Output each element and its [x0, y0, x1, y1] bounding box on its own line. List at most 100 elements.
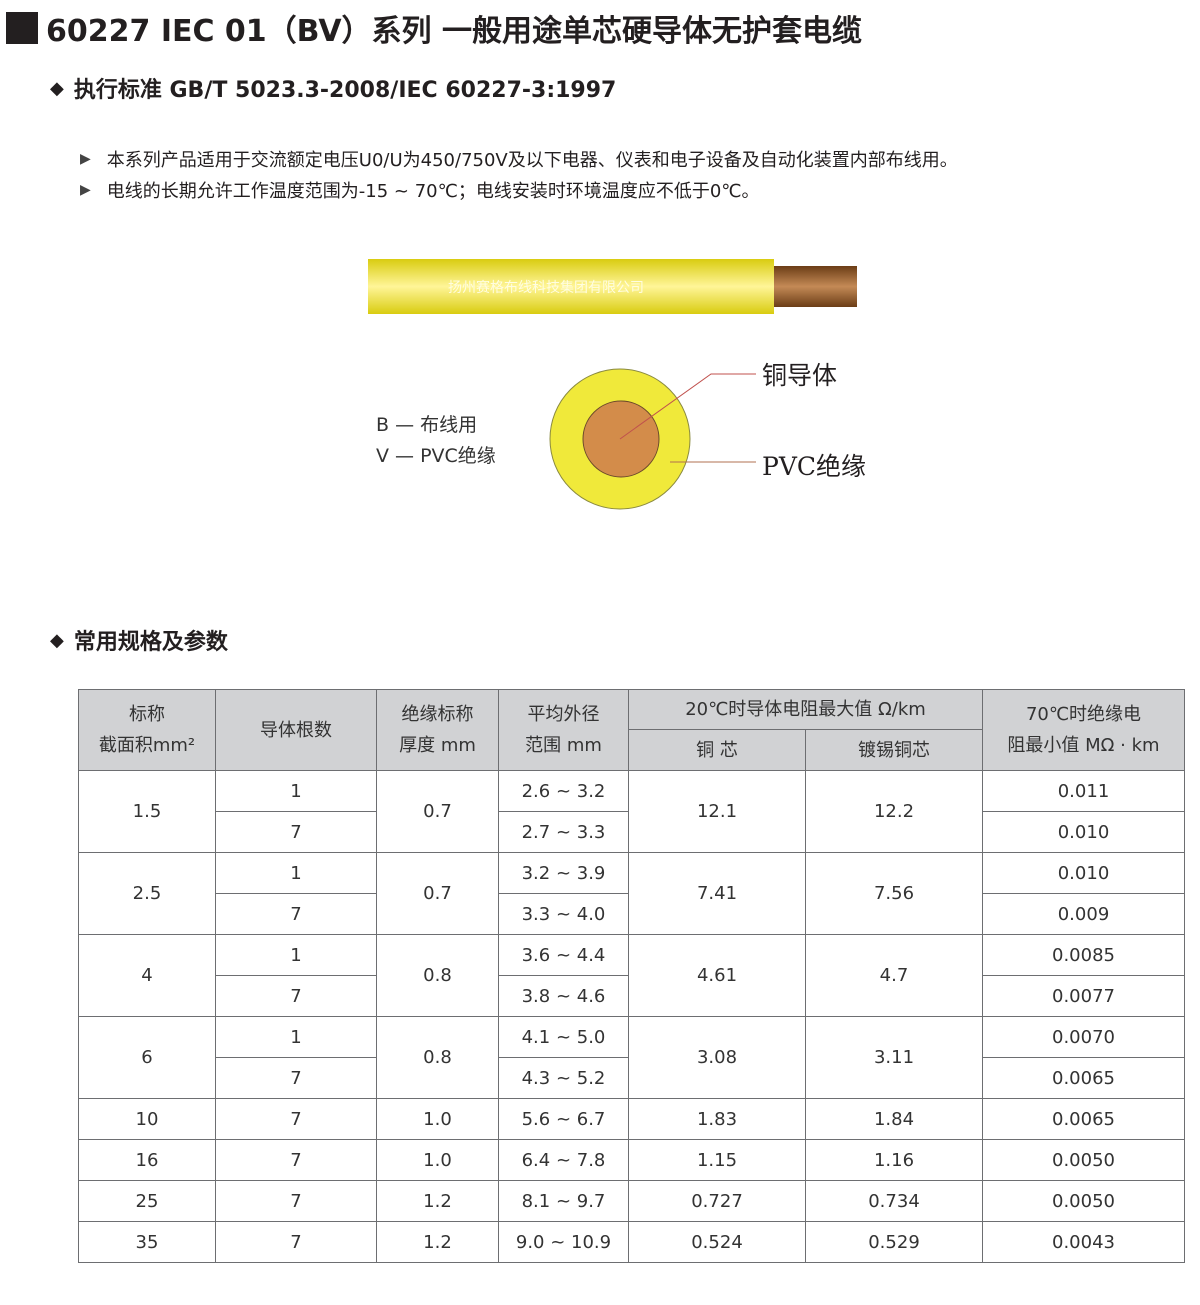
- cell-strands: 7: [215, 1180, 377, 1222]
- cell-strands: 7: [215, 893, 377, 935]
- header-text: 厚度 mm: [399, 735, 476, 756]
- cell-tinned-resistance: 3.11: [805, 1016, 983, 1099]
- spec-heading-text: 常用规格及参数: [73, 630, 228, 655]
- spec-heading: ◆ 常用规格及参数: [50, 624, 228, 656]
- cell-copper-resistance: 7.41: [628, 852, 806, 935]
- cell-strands: 7: [215, 975, 377, 1017]
- page-title: 60227 IEC 01（BV）系列 一般用途单芯硬导体无护套电缆: [6, 6, 862, 50]
- cell-insulation-resistance: 0.0050: [982, 1139, 1185, 1181]
- cell-copper-resistance: 1.83: [628, 1098, 806, 1140]
- header-text: 70℃时绝缘电: [1025, 704, 1142, 725]
- cell-strands: 1: [215, 1016, 377, 1058]
- cell-area: 25: [78, 1180, 216, 1222]
- cell-thickness: 1.2: [376, 1180, 499, 1222]
- spec-table: 标称截面积mm² 导体根数 绝缘标称厚度 mm 平均外径范围 mm 20℃时导体…: [78, 689, 1185, 1263]
- table-row: 25 7 1.2 8.1 ~ 9.7 0.727 0.734 0.0050: [78, 1180, 1185, 1222]
- conductor-circle: [582, 400, 660, 478]
- cell-strands: 7: [215, 1057, 377, 1099]
- cell-area: 4: [78, 934, 216, 1017]
- cell-insulation-resistance: 0.009: [982, 893, 1185, 935]
- cell-area: 16: [78, 1139, 216, 1181]
- table-row: 6 1 0.8 4.1 ~ 5.0 3.08 3.11 0.0070: [78, 1016, 1185, 1099]
- header-text: 绝缘标称: [401, 704, 474, 725]
- cell-strands: 1: [215, 770, 377, 812]
- cell-diameter: 3.2 ~ 3.9: [498, 852, 629, 894]
- header-tinned: 镀锡铜芯: [805, 729, 983, 771]
- cell-strands: 7: [215, 1139, 377, 1181]
- cell-tinned-resistance: 0.529: [805, 1221, 983, 1263]
- cell-diameter: 2.7 ~ 3.3: [498, 811, 629, 853]
- table-row: 7 3.8 ~ 4.6 0.0077: [79, 975, 1185, 1017]
- table-row: 2.5 1 0.7 3.2 ~ 3.9 7.41 7.56 0.010: [78, 852, 1185, 935]
- cell-thickness: 0.7: [376, 852, 499, 935]
- cable-side-view: 扬州赛格布线科技集团有限公司: [368, 259, 774, 314]
- bullet-item: ▶ 本系列产品适用于交流额定电压U0/U为450/750V及以下电器、仪表和电子…: [80, 146, 958, 172]
- cell-tinned-resistance: 12.2: [805, 770, 983, 853]
- header-copper: 铜 芯: [628, 729, 806, 771]
- table-row: 10 7 1.0 5.6 ~ 6.7 1.83 1.84 0.0065: [78, 1098, 1185, 1140]
- cell-insulation-resistance: 0.010: [982, 811, 1185, 853]
- conductor-leader-line: [619, 373, 756, 440]
- standard-text: 执行标准 GB/T 5023.3-2008/IEC 60227-3:1997: [73, 78, 617, 103]
- cell-diameter: 2.6 ~ 3.2: [498, 770, 629, 812]
- cell-diameter: 6.4 ~ 7.8: [498, 1139, 629, 1181]
- conductor-callout: 铜导体: [762, 361, 838, 390]
- table-row: 16 7 1.0 6.4 ~ 7.8 1.15 1.16 0.0050: [78, 1139, 1185, 1181]
- header-resistance: 20℃时导体电阻最大值 Ω/km: [628, 689, 983, 730]
- cell-copper-resistance: 0.524: [628, 1221, 806, 1263]
- cell-thickness: 0.7: [376, 770, 499, 853]
- cell-tinned-resistance: 4.7: [805, 934, 983, 1017]
- header-area: 标称截面积mm²: [78, 689, 216, 771]
- cell-diameter: 8.1 ~ 9.7: [498, 1180, 629, 1222]
- cell-area: 2.5: [78, 852, 216, 935]
- cell-copper-resistance: 4.61: [628, 934, 806, 1017]
- cross-section-diagram: [549, 368, 756, 510]
- triangle-bullet-icon: ▶: [80, 151, 91, 167]
- cell-copper-resistance: 0.727: [628, 1180, 806, 1222]
- bullet-text: 电线的长期允许工作温度范围为-15 ~ 70℃；电线安装时环境温度应不低于0℃。: [106, 181, 760, 202]
- header-text: 标称: [129, 704, 165, 725]
- diamond-icon: ◆: [50, 629, 64, 651]
- cable-print-text: 扬州赛格布线科技集团有限公司: [448, 280, 644, 296]
- cell-strands: 1: [215, 852, 377, 894]
- cell-thickness: 1.0: [376, 1139, 499, 1181]
- cell-tinned-resistance: 0.734: [805, 1180, 983, 1222]
- cell-diameter: 4.3 ~ 5.2: [498, 1057, 629, 1099]
- cell-strands: 1: [215, 934, 377, 976]
- cell-insulation-resistance: 0.0065: [982, 1098, 1185, 1140]
- cell-strands: 7: [215, 811, 377, 853]
- legend-v: V — PVC绝缘: [376, 445, 496, 467]
- header-text: 平均外径: [527, 704, 600, 725]
- table-row: 1.5 1 0.7 2.6 ~ 3.2 12.1 12.2 0.011: [78, 770, 1185, 853]
- table-row: 35 7 1.2 9.0 ~ 10.9 0.524 0.529 0.0043: [78, 1221, 1185, 1263]
- header-strands: 导体根数: [215, 689, 377, 771]
- header-insulation-resistance: 70℃时绝缘电 阻最小值 MΩ · km: [982, 689, 1185, 771]
- triangle-bullet-icon: ▶: [80, 182, 91, 198]
- header-thickness: 绝缘标称厚度 mm: [376, 689, 499, 771]
- cell-area: 35: [78, 1221, 216, 1263]
- table-body: 1.5 1 0.7 2.6 ~ 3.2 12.1 12.2 0.011 7 2.7 ~ 3.3 0…: [78, 770, 1185, 1263]
- title-text: 60227 IEC 01（BV）系列 一般用途单芯硬导体无护套电缆: [46, 14, 862, 49]
- cell-thickness: 0.8: [376, 934, 499, 1017]
- cell-strands: 7: [215, 1098, 377, 1140]
- cell-insulation-resistance: 0.0085: [982, 934, 1185, 976]
- cell-tinned-resistance: 1.16: [805, 1139, 983, 1181]
- cell-diameter: 3.6 ~ 4.4: [498, 934, 629, 976]
- cell-area: 1.5: [78, 770, 216, 853]
- header-text: 范围 mm: [525, 735, 602, 756]
- table-row: 4 1 0.8 3.6 ~ 4.4 4.61 4.7 0.0085: [78, 934, 1185, 1017]
- bullet-text: 本系列产品适用于交流额定电压U0/U为450/750V及以下电器、仪表和电子设备…: [106, 150, 958, 171]
- table-row: 7 3.3 ~ 4.0 0.009: [79, 893, 1185, 935]
- insulation-callout: PVC绝缘: [762, 452, 867, 481]
- header-diameter: 平均外径范围 mm: [498, 689, 629, 771]
- square-bullet-icon: [6, 12, 38, 44]
- cell-thickness: 0.8: [376, 1016, 499, 1099]
- cell-insulation-resistance: 0.0070: [982, 1016, 1185, 1058]
- cell-insulation-resistance: 0.010: [982, 852, 1185, 894]
- header-text: 截面积mm²: [98, 735, 196, 756]
- header-text: 阻最小值 MΩ · km: [1007, 735, 1160, 756]
- cell-insulation-resistance: 0.0050: [982, 1180, 1185, 1222]
- cell-insulation-resistance: 0.011: [982, 770, 1185, 812]
- cell-diameter: 4.1 ~ 5.0: [498, 1016, 629, 1058]
